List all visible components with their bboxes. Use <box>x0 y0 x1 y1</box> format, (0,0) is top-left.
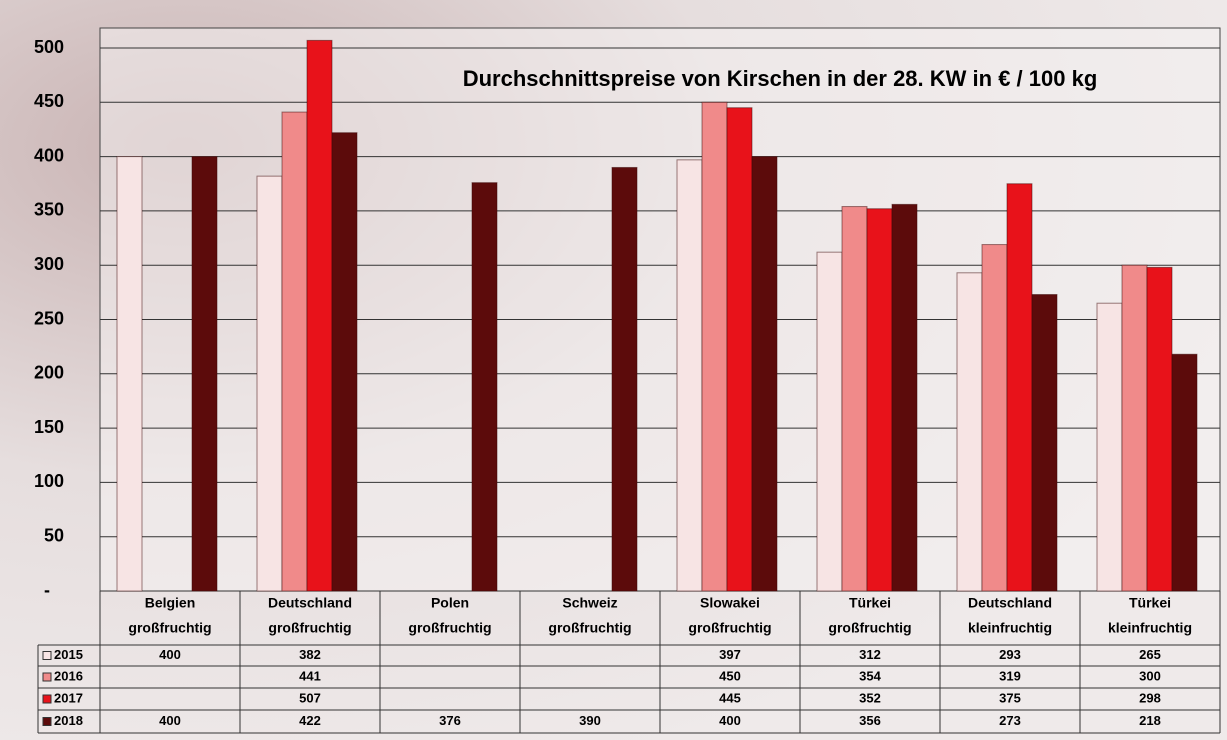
bar <box>472 183 497 591</box>
table-value: 265 <box>1139 647 1161 662</box>
table-value: 422 <box>299 713 321 728</box>
legend-key <box>43 718 51 726</box>
category-label: Schweiz <box>562 595 617 611</box>
table-value: 450 <box>719 668 741 683</box>
y-tick-label: 250 <box>34 308 64 328</box>
table-value: 507 <box>299 690 321 705</box>
table-value: 375 <box>999 690 1021 705</box>
category-label: Deutschland <box>968 595 1052 611</box>
y-tick-label: 300 <box>34 254 64 274</box>
y-tick-label: 100 <box>34 471 64 491</box>
bar <box>892 204 917 591</box>
legend-label: 2016 <box>54 668 83 683</box>
bar <box>817 252 842 591</box>
category-label: großfruchtig <box>548 620 631 636</box>
chart-title: Durchschnittspreise von Kirschen in der … <box>463 66 1098 91</box>
table-value: 273 <box>999 713 1021 728</box>
bar <box>1097 303 1122 591</box>
category-label: großfruchtig <box>408 620 491 636</box>
table-value: 397 <box>719 647 741 662</box>
table-value: 400 <box>159 647 181 662</box>
bar <box>1147 267 1172 591</box>
table-value: 319 <box>999 668 1021 683</box>
bar <box>677 160 702 591</box>
table-value: 382 <box>299 647 321 662</box>
table-value: 354 <box>859 668 881 683</box>
bar <box>727 108 752 591</box>
bar <box>307 40 332 591</box>
table-value: 376 <box>439 713 461 728</box>
y-tick-label: 350 <box>34 200 64 220</box>
category-label: großfruchtig <box>828 620 911 636</box>
category-label: Belgien <box>145 595 196 611</box>
table-value: 400 <box>719 713 741 728</box>
category-label: großfruchtig <box>268 620 351 636</box>
table-value: 312 <box>859 647 881 662</box>
bar <box>1172 354 1197 591</box>
bar <box>1007 184 1032 591</box>
table-value: 356 <box>859 713 881 728</box>
y-tick-label: 450 <box>34 91 64 111</box>
category-label: Deutschland <box>268 595 352 611</box>
y-tick-label: 50 <box>44 525 64 545</box>
bar <box>982 245 1007 591</box>
category-label: großfruchtig <box>128 620 211 636</box>
category-label: kleinfruchtig <box>1108 620 1192 636</box>
table-value: 441 <box>299 668 321 683</box>
bar <box>957 273 982 591</box>
table-value: 400 <box>159 713 181 728</box>
category-label: Slowakei <box>700 595 760 611</box>
legend-key <box>43 673 51 681</box>
bar <box>332 133 357 591</box>
category-label: Polen <box>431 595 469 611</box>
table-value: 300 <box>1139 668 1161 683</box>
y-tick-label: 400 <box>34 145 64 165</box>
category-label: Türkei <box>1129 595 1171 611</box>
bar <box>257 176 282 591</box>
table-value: 218 <box>1139 713 1161 728</box>
y-tick-label: 500 <box>34 37 64 57</box>
category-label: kleinfruchtig <box>968 620 1052 636</box>
bar <box>117 157 142 591</box>
table-value: 445 <box>719 690 741 705</box>
legend-key <box>43 695 51 703</box>
legend-key <box>43 652 51 660</box>
bar <box>282 112 307 591</box>
legend-label: 2017 <box>54 690 83 705</box>
y-tick-label: - <box>44 580 50 600</box>
bar <box>752 157 777 591</box>
y-tick-label: 150 <box>34 417 64 437</box>
bar <box>702 102 727 591</box>
bar <box>842 207 867 591</box>
bar <box>192 157 217 591</box>
legend-label: 2018 <box>54 713 83 728</box>
bar <box>867 209 892 591</box>
table-value: 390 <box>579 713 601 728</box>
category-label: großfruchtig <box>688 620 771 636</box>
page: {"chart_data": {"type": "bar", "title": … <box>0 0 1227 740</box>
category-label: Türkei <box>849 595 891 611</box>
chart: Durchschnittspreise von Kirschen in der … <box>0 0 1227 740</box>
table-value: 293 <box>999 647 1021 662</box>
y-tick-label: 200 <box>34 363 64 383</box>
bar <box>1122 265 1147 591</box>
bar <box>1032 295 1057 591</box>
table-value: 352 <box>859 690 881 705</box>
table-value: 298 <box>1139 690 1161 705</box>
legend-label: 2015 <box>54 647 83 662</box>
bar <box>612 167 637 591</box>
